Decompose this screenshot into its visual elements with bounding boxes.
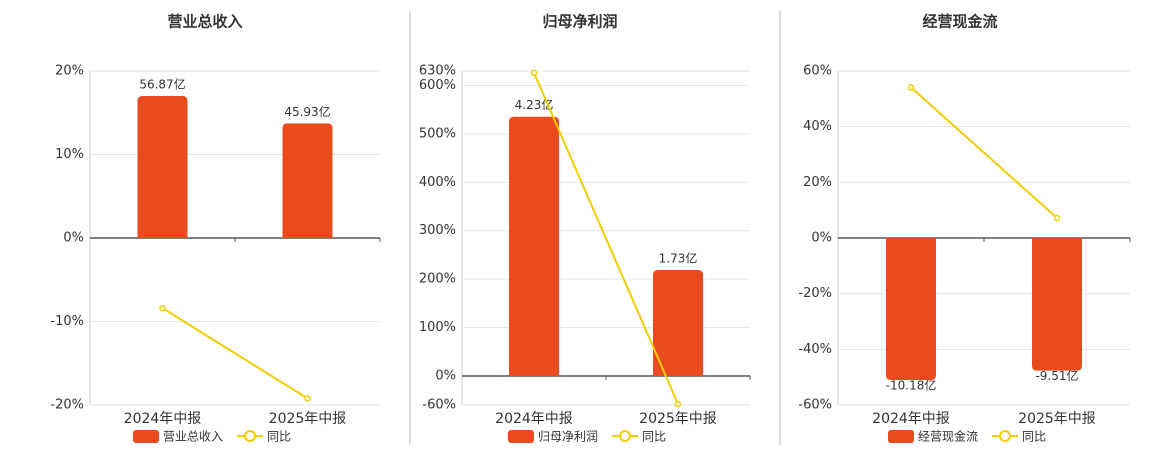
y-tick-label: -40% xyxy=(798,342,832,357)
y-tick-label: 10% xyxy=(55,147,84,162)
data-label: 56.87亿 xyxy=(139,77,185,92)
y-tick-label: 0% xyxy=(435,368,456,383)
bar xyxy=(886,238,936,380)
y-tick-label: -60% xyxy=(422,398,456,413)
line-point xyxy=(159,304,166,312)
legend-label: 经营现金流 xyxy=(918,429,978,444)
y-tick-label: 0% xyxy=(811,231,832,246)
y-tick-label: -60% xyxy=(798,398,832,413)
y-tick-label: 630% xyxy=(419,64,456,79)
line-point xyxy=(674,400,682,408)
legend-swatch xyxy=(999,430,1012,442)
x-tick-label: 2024年中报 xyxy=(124,411,202,427)
y-tick-label: 0% xyxy=(63,231,84,246)
legend-label: 同比 xyxy=(267,430,291,444)
y-tick-label: -20% xyxy=(50,398,84,413)
y-tick-label: 40% xyxy=(803,119,832,134)
y-tick-label: 100% xyxy=(419,320,456,335)
chart-title: 营业总收入 xyxy=(167,13,242,31)
y-tick-label: 60% xyxy=(803,64,832,79)
data-label: 4.23亿 xyxy=(515,97,554,112)
chart-title: 归母净利润 xyxy=(542,13,617,31)
y-tick-label: -20% xyxy=(798,286,832,301)
data-label: 1.73亿 xyxy=(659,250,698,265)
y-tick-label: 300% xyxy=(419,223,456,238)
x-tick-label: 2024年中报 xyxy=(872,411,950,427)
line xyxy=(910,86,1058,219)
y-tick-label: 200% xyxy=(419,272,456,287)
legend-swatch xyxy=(508,430,534,443)
legend-label: 营业总收入 xyxy=(163,430,223,444)
legend-swatch xyxy=(888,430,914,443)
data-label: 45.93亿 xyxy=(284,104,330,119)
legend-label: 归母净利润 xyxy=(538,430,598,444)
x-tick-label: 2024年中报 xyxy=(495,411,573,427)
line-point xyxy=(907,84,915,91)
line xyxy=(533,72,679,405)
bar xyxy=(137,96,188,238)
y-tick-label: 600% xyxy=(419,78,456,93)
line-point xyxy=(530,69,538,77)
line-point xyxy=(1053,214,1061,222)
x-tick-label: 2025年中报 xyxy=(639,411,717,427)
bar xyxy=(509,116,559,376)
bar xyxy=(653,269,703,376)
x-tick-label: 2025年中报 xyxy=(269,411,347,427)
legend-swatch xyxy=(244,430,257,442)
bar xyxy=(282,123,333,238)
x-tick-label: 2025年中报 xyxy=(1018,411,1096,427)
legend-swatch xyxy=(619,430,632,442)
chart-title: 经营现金流 xyxy=(922,13,997,31)
y-tick-label: 20% xyxy=(803,175,832,190)
y-tick-label: 20% xyxy=(55,64,84,79)
data-label: -9.51亿 xyxy=(1035,368,1078,383)
y-tick-label: -10% xyxy=(50,314,84,329)
line-point xyxy=(304,395,311,402)
line xyxy=(161,307,309,400)
bar xyxy=(1032,238,1082,371)
legend-label: 同比 xyxy=(1022,430,1046,444)
data-label: -10.18亿 xyxy=(886,377,937,392)
legend-label: 同比 xyxy=(642,430,666,444)
legend-swatch xyxy=(133,430,159,443)
y-tick-label: 500% xyxy=(419,126,456,141)
y-tick-label: 400% xyxy=(419,175,456,190)
